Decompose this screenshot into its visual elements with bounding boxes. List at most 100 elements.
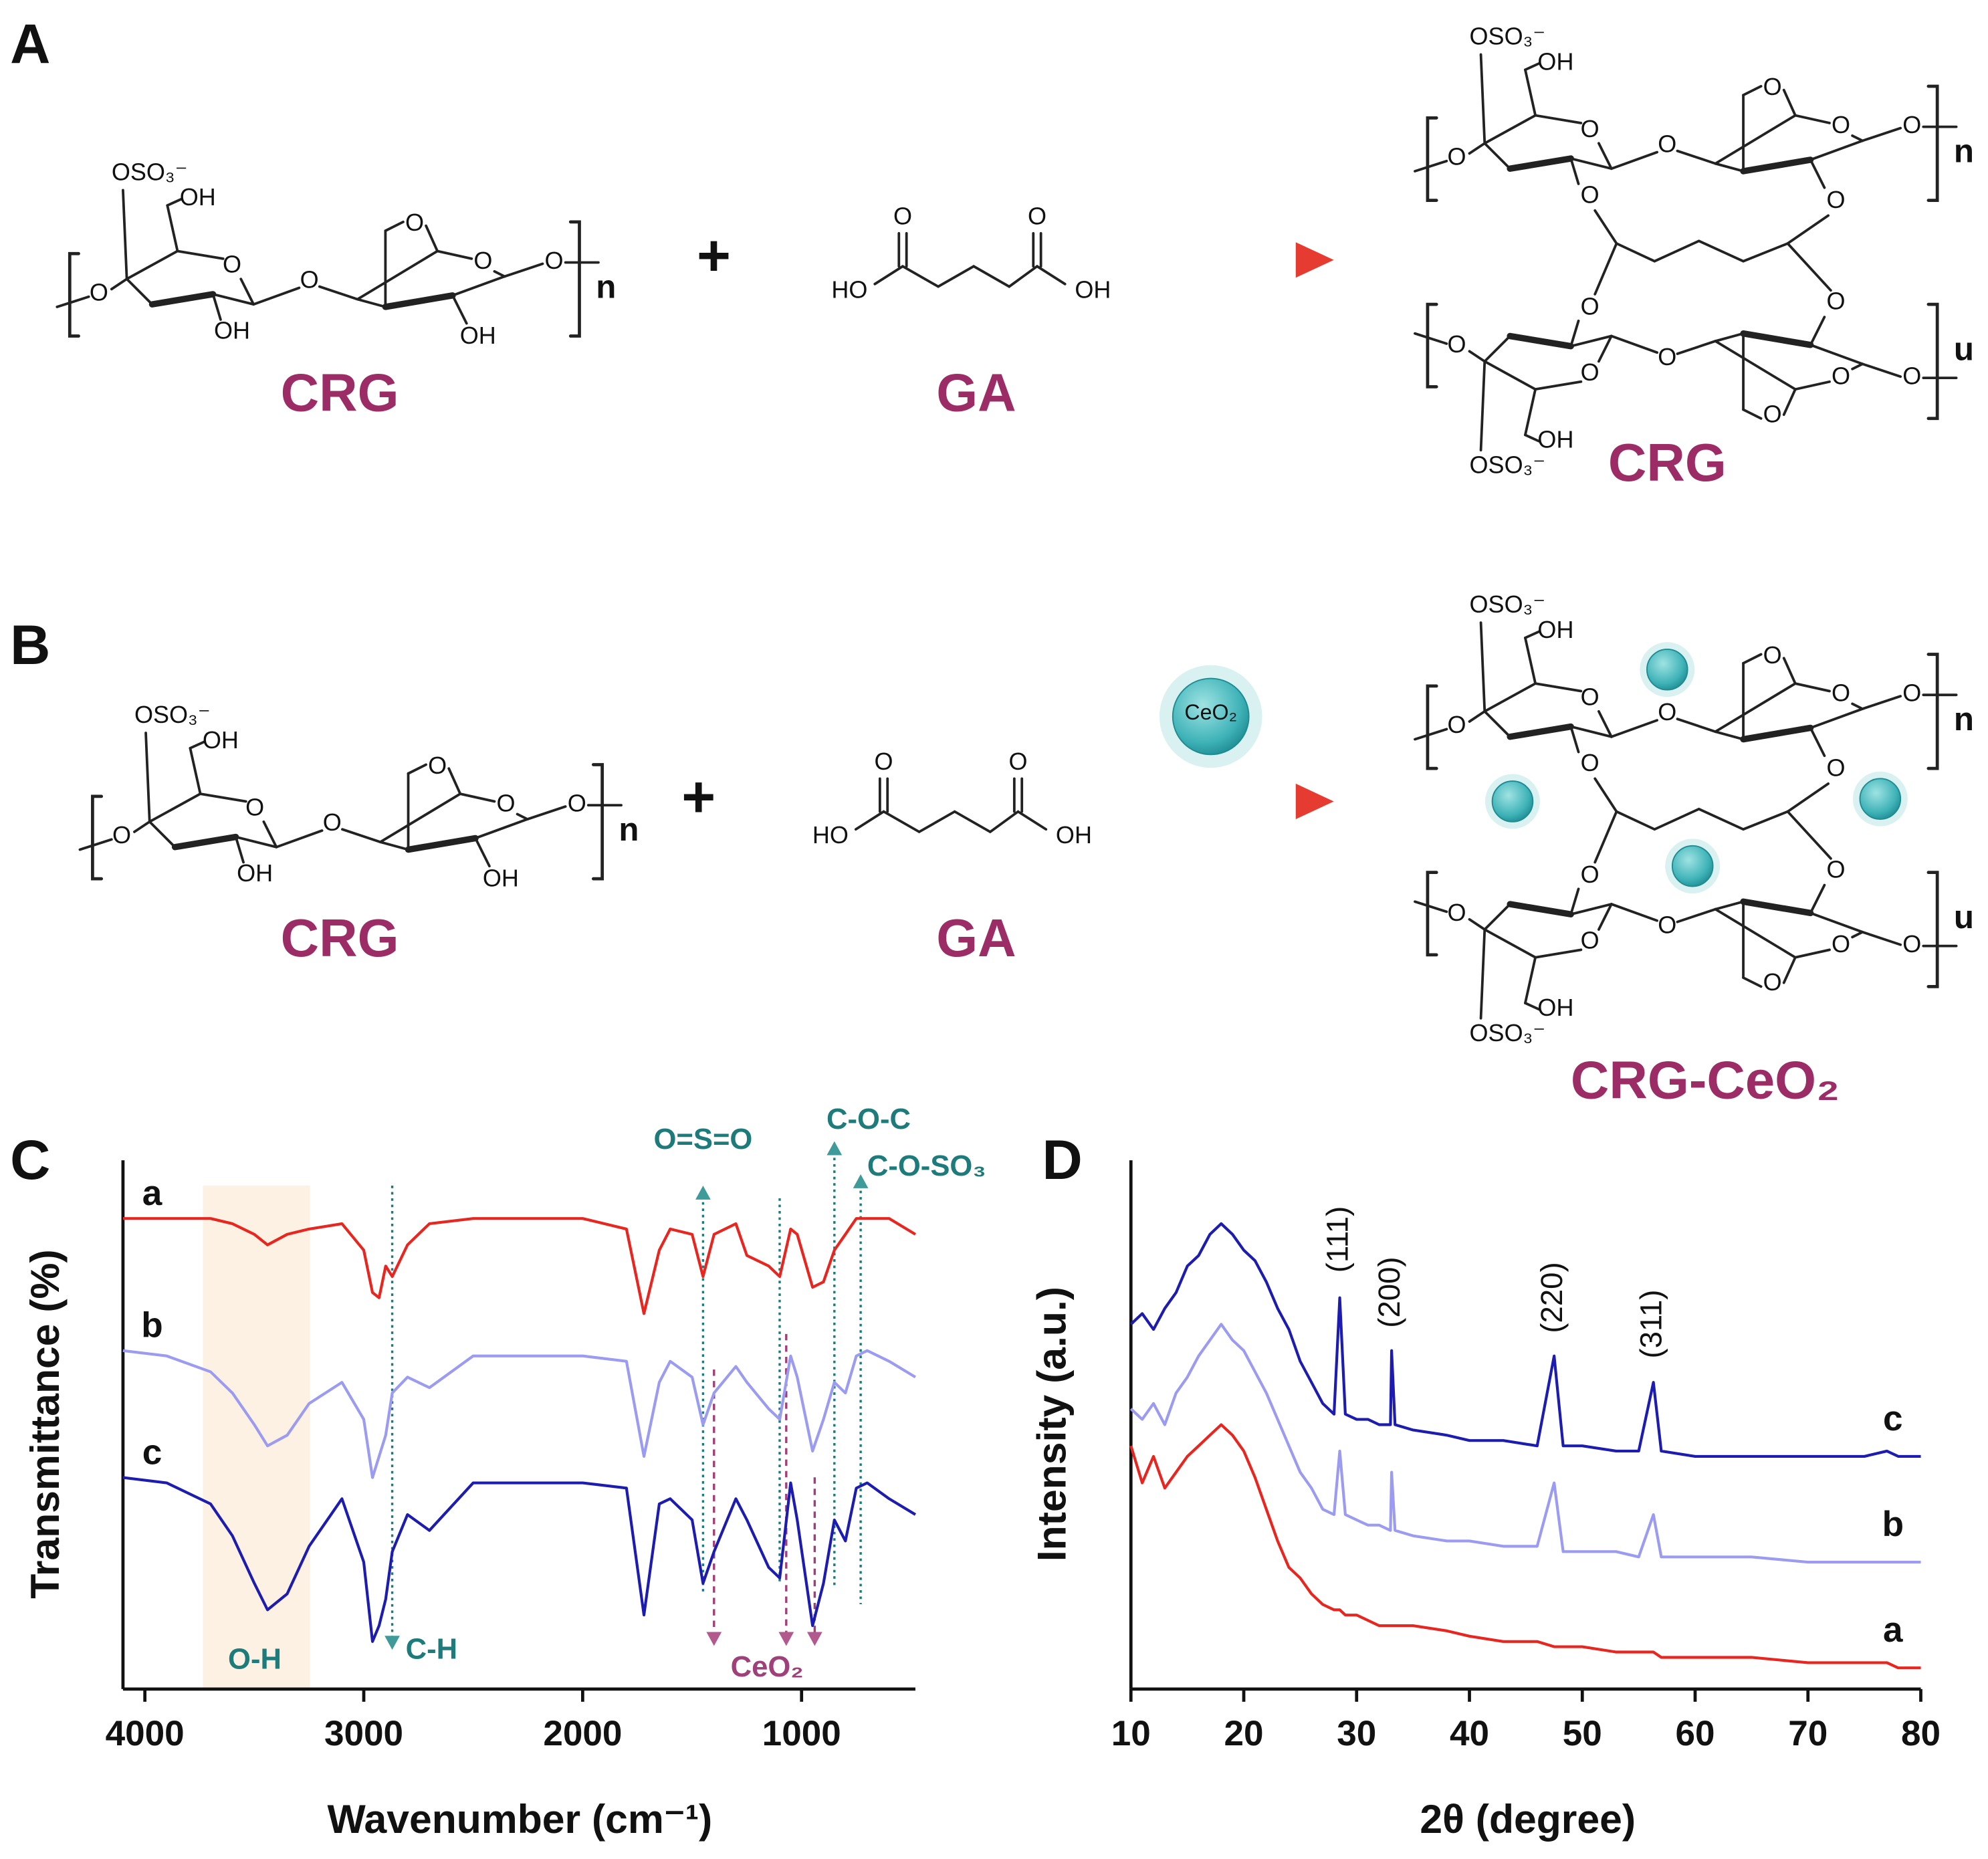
bond [1468,917,1486,931]
bond [1483,334,1512,363]
x-tick-label: 50 [1563,1714,1602,1753]
bond [122,189,128,281]
atom-label: O [1448,330,1466,358]
bond [1786,242,1832,292]
bond [1861,362,1902,378]
bond [1809,139,1864,161]
bond [211,293,222,321]
nanoparticle [1172,677,1250,756]
bond [1809,158,1826,189]
bond [516,812,529,821]
bond [234,835,278,849]
atom-label: OH [1537,616,1573,643]
bracket [1426,684,1438,770]
repeat-label: u [1954,330,1974,367]
bond [125,249,179,281]
annotation-label: O-H [228,1644,282,1676]
repeat-label: n [1954,701,1974,738]
bond [1851,134,1864,142]
bond [1414,728,1448,741]
annotation-label: C-O-SO₃ [867,1150,986,1182]
bond [382,292,456,310]
bond [1597,334,1613,363]
atom-label: O [323,808,342,836]
ceo2-label: CeO₂ [731,1651,804,1683]
bond [493,269,506,278]
bond [211,293,255,306]
x-tick-label: 10 [1111,1714,1151,1753]
atom-label: O [568,790,586,817]
bond [144,732,151,823]
atom-label: O [1581,861,1599,888]
bracket [1426,302,1438,389]
bond [474,837,491,868]
atom-label: OSO₃⁻ [1470,1019,1546,1047]
bond [1610,719,1659,738]
x-axis-label: 2θ (degree) [1420,1796,1636,1842]
x-tick-label: 1000 [762,1714,841,1753]
atom-label: O [1581,115,1599,142]
bond [1714,682,1797,734]
x-tick-label: 20 [1224,1714,1263,1753]
repeat-label: u [1954,899,1974,936]
bond [252,286,301,306]
peak-label: (200) [1372,1256,1406,1327]
compound-name: GA [936,908,1016,968]
bracket [1926,84,1939,202]
bond [854,810,1048,834]
bond [148,792,202,823]
bond [1483,903,1512,931]
bond [262,820,278,849]
bond [1593,777,1618,813]
spectrum-line [1129,1323,1921,1564]
atom-label: O [1832,362,1850,390]
bond [1597,709,1613,738]
bond [341,828,382,844]
bond [1615,239,1789,263]
bond [1479,360,1486,452]
bond [1483,709,1512,738]
x-tick-label: 30 [1337,1714,1376,1753]
bond [1524,636,1537,685]
atom-label: OH [214,316,250,344]
bond [1483,682,1537,713]
compound-name: CRG [1608,433,1727,492]
atom-label: O [1658,698,1676,726]
bond [1507,901,1574,917]
bond [1861,930,1902,946]
bond [1524,433,1541,443]
atom-label: O [1581,749,1599,776]
bond [1861,126,1902,142]
bond [1534,948,1583,959]
y-axis-label: Transmittance (%) [22,1249,68,1598]
bond [1714,900,1745,911]
bond [189,746,202,795]
peak-label: (220) [1535,1262,1569,1333]
bond [1793,114,1831,124]
arrow-head [853,1174,869,1188]
atom-label: O [90,278,108,306]
bond [1809,911,1864,934]
bond [1714,730,1745,741]
bond [1714,162,1745,173]
atom-label: O [1826,855,1845,883]
panel-letter: B [10,613,50,676]
bond [425,224,439,253]
atom-label: O [1826,288,1845,315]
peak-label: (111) [1320,1206,1354,1273]
x-axis-label: Wavenumber (cm⁻¹) [328,1796,713,1842]
highlight-band [203,1186,310,1689]
bond [1468,709,1486,723]
atom-label: O [1832,111,1850,138]
atom-label: O [1832,930,1850,958]
curve-label: b [1882,1505,1904,1544]
bond [1786,810,1832,860]
atom-label: O [893,203,912,230]
nanoparticle [1491,780,1534,823]
bond [1524,62,1541,72]
bond [1809,707,1864,730]
bond [318,285,359,301]
spectrum-line [122,1349,917,1479]
bond [1593,810,1618,864]
atom-label: OSO₃⁻ [134,701,211,728]
